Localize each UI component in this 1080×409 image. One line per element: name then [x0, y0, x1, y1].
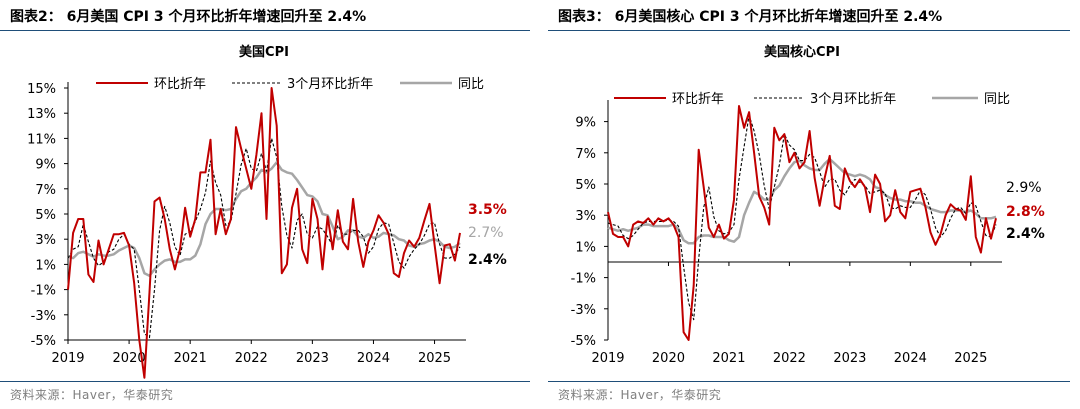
x-tick-label: 2025 — [954, 351, 987, 366]
cpi-chart: 美国CPI 15% 13% 11% 9% 7% 5% 3% 1% -1% -3% -5% 2019 202… — [27, 44, 507, 379]
end-value-label: 2.7% — [468, 225, 504, 241]
x-tick-label: 2019 — [591, 351, 624, 366]
legend-label: 同比 — [458, 77, 484, 92]
y-tick-label: 15% — [27, 82, 56, 97]
series-line-mom-annualized — [67, 87, 461, 379]
end-value-label: 2.4% — [1006, 226, 1045, 242]
x-tick-label: 2024 — [894, 351, 927, 366]
x-tick-label: 2020 — [113, 351, 146, 366]
x-tick-label: 2021 — [712, 351, 745, 366]
y-tick-label: 7% — [575, 147, 596, 162]
y-tick-label: 3% — [575, 209, 596, 224]
end-value-label: 2.9% — [1006, 180, 1042, 196]
figure-title: 图表2： 6月美国 CPI 3 个月环比折年增速回升至 2.4% — [10, 9, 367, 25]
y-tick-label: -1% — [31, 284, 56, 299]
x-tick-label: 2022 — [773, 351, 806, 366]
y-tick-label: -5% — [31, 334, 56, 349]
x-tick-label: 2023 — [833, 351, 866, 366]
core-cpi-chart: 美国核心CPI 9% 7% 5% 3% 1% -1% -3% -5% 2019 2020 2021 20… — [571, 44, 1045, 366]
x-tick-label: 2022 — [235, 351, 268, 366]
x-tick-label: 2025 — [418, 351, 451, 366]
chart-panel-cpi: 图表2： 6月美国 CPI 3 个月环比折年增速回升至 2.4% 美国CPI 15… — [0, 9, 530, 402]
y-tick-label: 9% — [575, 116, 596, 131]
y-tick-label: 1% — [35, 258, 56, 273]
y-tick-label: 7% — [35, 183, 56, 198]
end-value-label: 2.8% — [1006, 204, 1045, 220]
figure-title: 图表3： 6月美国核心 CPI 3 个月环比折年增速回升至 2.4% — [558, 9, 943, 25]
y-tick-label: 5% — [575, 178, 596, 193]
legend-label: 环比折年 — [154, 77, 206, 92]
end-value-label: 2.4% — [468, 252, 507, 268]
x-tick-label: 2020 — [652, 351, 685, 366]
x-tick-label: 2023 — [296, 351, 329, 366]
y-tick-label: -1% — [571, 272, 596, 287]
y-tick-label: -3% — [571, 303, 596, 318]
source-note: 资料来源：Haver，华泰研究 — [558, 388, 722, 402]
y-tick-label: -3% — [31, 309, 56, 324]
y-tick-label: 5% — [35, 208, 56, 223]
x-tick-label: 2021 — [174, 351, 207, 366]
title-rule — [0, 30, 530, 31]
end-value-label: 3.5% — [468, 202, 507, 218]
source-note: 资料来源：Haver，华泰研究 — [10, 388, 174, 402]
bottom-rule — [548, 381, 1070, 382]
y-tick-label: 9% — [35, 158, 56, 173]
x-tick-label: 2019 — [51, 351, 84, 366]
x-tick-label: 2024 — [357, 351, 390, 366]
chart-title: 美国CPI — [239, 44, 289, 60]
bottom-rule — [0, 381, 530, 382]
y-tick-label: 3% — [35, 233, 56, 248]
legend-label: 同比 — [984, 92, 1010, 107]
legend-label: 环比折年 — [672, 92, 724, 107]
chart-panel-core-cpi: 图表3： 6月美国核心 CPI 3 个月环比折年增速回升至 2.4% 美国核心C… — [548, 0, 1080, 409]
y-tick-label: 11% — [27, 132, 56, 147]
y-tick-label: 1% — [575, 240, 596, 255]
y-tick-label: 13% — [27, 107, 56, 122]
y-tick-label: -5% — [571, 334, 596, 349]
series-line-3m-annualized — [607, 114, 997, 321]
chart-title: 美国核心CPI — [764, 44, 840, 60]
legend-label: 3个月环比折年 — [287, 77, 373, 92]
series-line-mom-annualized — [607, 105, 997, 341]
series-line-yoy — [607, 157, 997, 245]
title-rule — [548, 30, 1070, 31]
legend-label: 3个月环比折年 — [810, 92, 896, 107]
